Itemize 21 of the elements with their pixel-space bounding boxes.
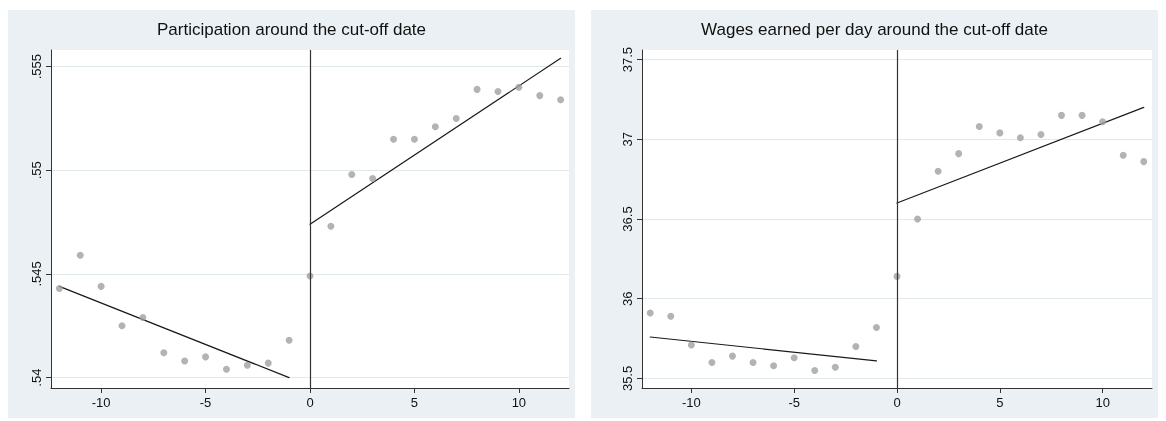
y-tick-label: .54 (29, 368, 44, 387)
x-tick-label: -10 (91, 395, 111, 410)
y-tick-label: 35.5 (620, 365, 635, 392)
y-tick-label: 36 (620, 291, 635, 306)
x-tick-label: 0 (893, 395, 901, 410)
y-tick-label: 37 (620, 132, 635, 147)
x-tick-label: 0 (306, 395, 314, 410)
y-tick-label: 36.5 (620, 206, 635, 232)
x-tick-label: 10 (511, 395, 527, 410)
y-tick-label: .545 (29, 261, 44, 287)
x-tick-label: -5 (199, 395, 212, 410)
chart-title: Participation around the cut-off date (156, 20, 427, 39)
x-tick-label: 5 (410, 395, 419, 410)
y-tick-label: 37.5 (620, 46, 635, 73)
x-tick-label: -10 (681, 395, 701, 410)
chart-title: Wages earned per day around the cut-off date (701, 20, 1048, 39)
x-tick-label: 10 (1095, 395, 1110, 410)
x-tick-label: -5 (788, 395, 800, 410)
y-tick-label: .55 (29, 161, 44, 180)
y-tick-label: .555 (29, 53, 44, 80)
x-tick-label: 5 (996, 395, 1004, 410)
